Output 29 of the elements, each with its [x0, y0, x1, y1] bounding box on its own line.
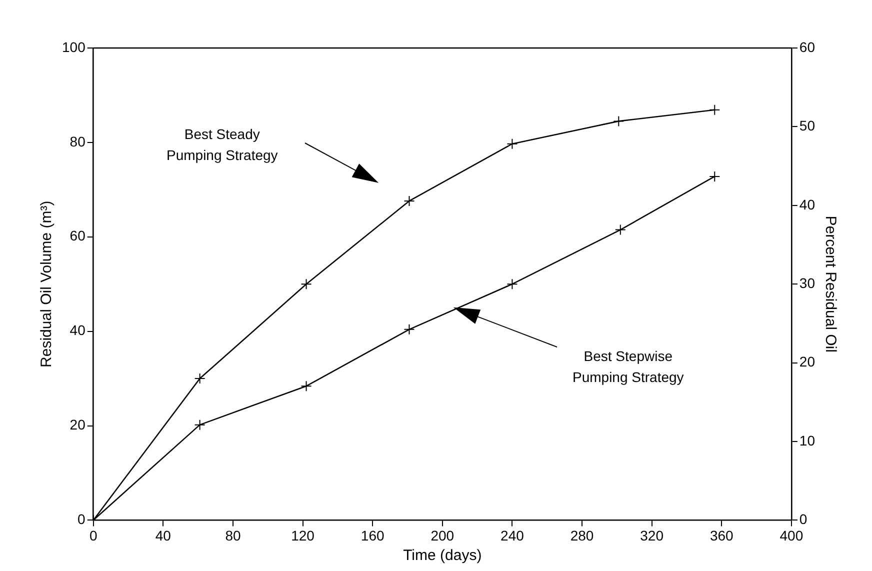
x-tick-label: 200: [430, 527, 454, 544]
annotation: Best Steady Pumping Strategy: [166, 125, 278, 165]
x-tick-label: 360: [710, 527, 734, 544]
y-tick-label: 20: [70, 416, 86, 433]
y-tick-label: 0: [78, 511, 86, 528]
y-axis-title: Residual Oil Volume (m³): [38, 200, 56, 368]
annotation: Best Stepwise Pumping Strategy: [572, 347, 684, 387]
y2-tick-label: 50: [799, 118, 816, 134]
y2-tick-label: 0: [799, 511, 808, 528]
y-tick-label: 100: [62, 38, 86, 55]
x-tick-label: 80: [225, 527, 241, 544]
y2-axis-title: Percent Residual Oil: [822, 216, 839, 352]
y2-tick-label: 20: [799, 354, 816, 370]
y2-tick-label: 10: [799, 432, 816, 448]
x-tick-label: 40: [155, 527, 172, 544]
x-tick-label: 160: [360, 527, 384, 544]
x-tick-label: 0: [89, 527, 98, 544]
y-tick-label: 60: [70, 228, 86, 244]
x-tick-label: 320: [640, 527, 664, 544]
y-tick-label: 40: [70, 322, 86, 338]
x-tick-label: 240: [500, 527, 524, 544]
x-tick-label: 120: [291, 527, 315, 544]
y2-tick-label: 40: [799, 196, 816, 212]
y2-tick-label: 30: [799, 274, 816, 291]
y-tick-label: 80: [70, 133, 86, 150]
y2-tick-label: 60: [799, 38, 816, 55]
x-tick-label: 400: [780, 527, 804, 544]
x-tick-label: 280: [570, 527, 594, 544]
x-axis-title: Time (days): [403, 547, 482, 564]
